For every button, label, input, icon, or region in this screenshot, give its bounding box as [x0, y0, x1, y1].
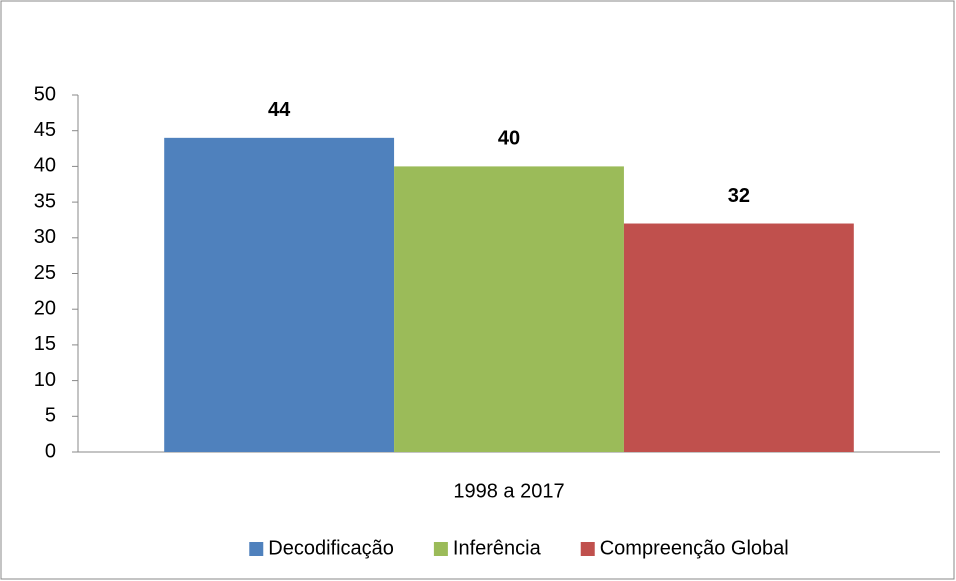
legend-label: Compreenção Global — [600, 537, 789, 559]
x-tick-label: 1998 a 2017 — [453, 480, 564, 502]
bar — [623, 223, 854, 452]
data-label: 40 — [498, 128, 520, 150]
legend-swatch — [580, 542, 595, 556]
y-tick-label: 0 — [45, 440, 56, 462]
y-tick-label: 45 — [34, 119, 56, 141]
y-tick-label: 15 — [34, 333, 56, 355]
y-tick-label: 5 — [45, 405, 56, 427]
data-label: 32 — [728, 185, 750, 207]
y-tick-label: 20 — [34, 297, 56, 319]
y-tick-label: 40 — [34, 155, 56, 177]
legend-label: Decodificação — [268, 537, 394, 559]
y-tick-label: 30 — [34, 226, 56, 248]
legend-label: Inferência — [453, 537, 542, 559]
data-label: 44 — [268, 99, 291, 121]
bar — [394, 166, 624, 452]
y-tick-label: 35 — [34, 190, 56, 212]
y-tick-label: 10 — [34, 369, 56, 391]
bar — [164, 137, 395, 452]
legend-swatch — [433, 542, 448, 556]
y-tick-label: 50 — [34, 83, 56, 105]
legend-swatch — [249, 542, 264, 556]
y-tick-label: 25 — [34, 262, 56, 284]
